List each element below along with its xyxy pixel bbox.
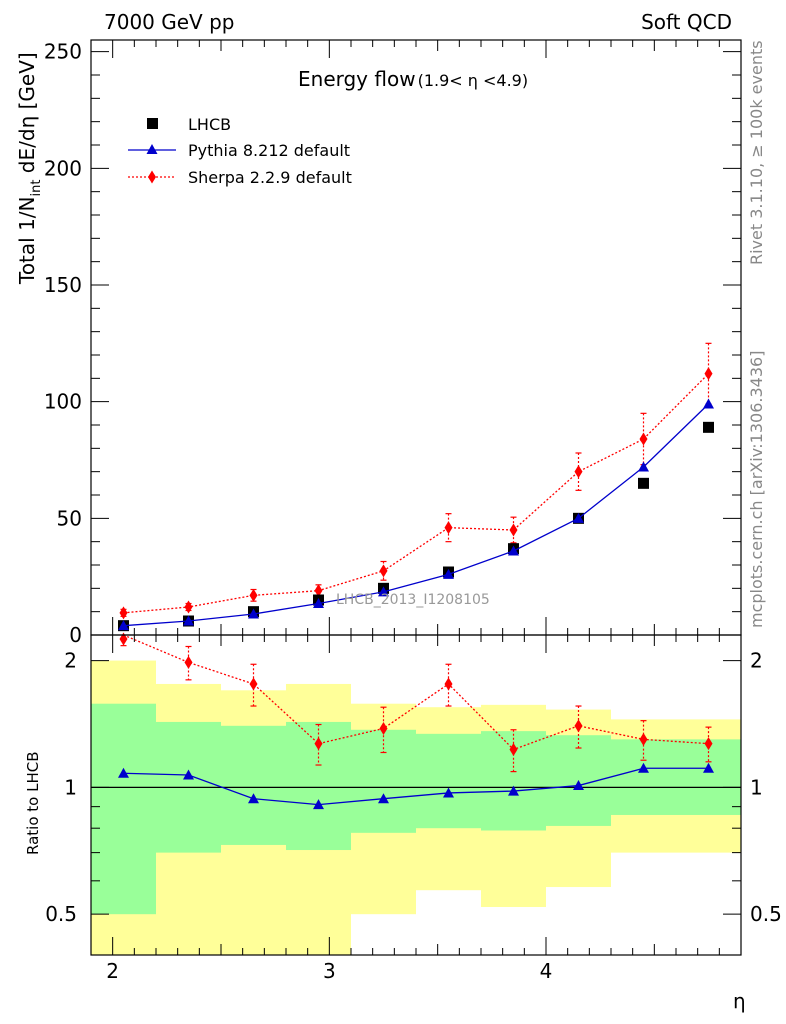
sherpa-point bbox=[639, 432, 648, 446]
ratio-y-tick-label: 1 bbox=[64, 775, 77, 799]
pythia-point bbox=[313, 598, 324, 608]
main-y-tick-label: 50 bbox=[57, 506, 82, 530]
ratio-sherpa-line bbox=[123, 634, 709, 751]
ratio-sherpa-point bbox=[639, 732, 648, 746]
pythia-point bbox=[573, 512, 584, 523]
band-inner bbox=[611, 739, 676, 815]
ratio-pythia-point bbox=[378, 793, 389, 804]
lhcb-point bbox=[703, 421, 714, 433]
ratio-xlabel: η bbox=[733, 989, 746, 1013]
ratio-marks bbox=[91, 632, 741, 810]
ratio-pythia-line bbox=[123, 767, 709, 806]
chart-title-main: Energy flow bbox=[298, 67, 416, 91]
ratio-sherpa-point bbox=[184, 655, 193, 669]
sherpa-point bbox=[509, 523, 518, 537]
pythia-point bbox=[508, 545, 519, 556]
main-ylabel-sub: int bbox=[29, 180, 44, 197]
pythia-point bbox=[118, 620, 129, 631]
sherpa-point bbox=[444, 521, 453, 535]
x-tick-label: 3 bbox=[323, 959, 336, 983]
mcplots-label: mcplots.cern.ch [arXiv:1306.3436] bbox=[747, 351, 766, 628]
band-inner bbox=[351, 729, 416, 833]
band-inner bbox=[221, 725, 286, 845]
ratio-y-tick-label-right: 0.5 bbox=[750, 902, 782, 926]
band-inner bbox=[676, 739, 741, 815]
pythia-line bbox=[123, 403, 709, 627]
pythia-point bbox=[443, 568, 454, 579]
pythia-point bbox=[183, 615, 194, 626]
sherpa-point bbox=[379, 564, 388, 578]
ratio-sherpa-point bbox=[379, 721, 388, 735]
sherpa-point bbox=[249, 588, 258, 602]
ratio-pythia-point bbox=[703, 762, 714, 773]
ratio-y-tick-label: 0.5 bbox=[45, 902, 77, 926]
axes: 2 3 4 0 50 100 150 200 250 0.5 0.5 1 1 2 2 bbox=[44, 39, 782, 983]
main-y-tick-label: 100 bbox=[44, 390, 82, 414]
main-ylabel: Total 1/Nint dE/dη [GeV] bbox=[15, 52, 44, 285]
ratio-y-tick-label: 2 bbox=[64, 649, 77, 673]
legend: LHCB Pythia 8.212 default Sherpa 2.2.9 d… bbox=[128, 115, 352, 187]
legend-lhcb-label: LHCB bbox=[188, 115, 231, 134]
ratio-sherpa-point bbox=[444, 677, 453, 691]
legend-pythia-label: Pythia 8.212 default bbox=[188, 141, 350, 160]
band-inner bbox=[91, 703, 156, 915]
legend-sherpa-label: Sherpa 2.2.9 default bbox=[188, 168, 352, 187]
main-ylabel-main: Total 1/N bbox=[15, 197, 39, 286]
ratio-sherpa-point bbox=[704, 737, 713, 751]
ratio-sherpa-point bbox=[509, 743, 518, 757]
ratio-y-tick-label-right: 1 bbox=[750, 775, 763, 799]
pythia-point bbox=[248, 608, 259, 619]
legend-lhcb-marker bbox=[147, 118, 158, 129]
sherpa-point bbox=[574, 465, 583, 479]
main-marks bbox=[118, 342, 714, 632]
main-ylabel-tail: dE/dη [GeV] bbox=[15, 52, 39, 179]
ratio-sherpa-point bbox=[249, 677, 258, 691]
sherpa-point bbox=[184, 600, 193, 614]
main-y-tick-label: 150 bbox=[44, 273, 82, 297]
ratio-pythia-point bbox=[183, 769, 194, 780]
main-y-tick-label: 200 bbox=[44, 156, 82, 180]
ratio-pythia-point bbox=[638, 762, 649, 773]
legend-sherpa-marker bbox=[148, 170, 156, 184]
header-right: Soft QCD bbox=[641, 10, 732, 34]
ratio-sherpa-point bbox=[574, 719, 583, 733]
sherpa-point bbox=[119, 606, 128, 620]
ratio-pythia-point bbox=[443, 787, 454, 798]
main-y-tick-label: 250 bbox=[44, 40, 82, 64]
ratio-y-tick-label-right: 2 bbox=[750, 649, 763, 673]
pythia-point bbox=[703, 398, 714, 409]
sherpa-line bbox=[123, 373, 709, 614]
ratio-pythia-point bbox=[248, 793, 259, 804]
band-inner bbox=[416, 733, 481, 829]
x-tick-label: 2 bbox=[106, 959, 119, 983]
rivet-label: Rivet 3.1.10, ≥ 100k events bbox=[747, 40, 766, 265]
pythia-point bbox=[638, 461, 649, 472]
analysis-watermark: LHCB_2013_I1208105 bbox=[336, 592, 490, 608]
ratio-pythia-point bbox=[508, 785, 519, 796]
chart-title: Energy flow (1.9< η <4.9) bbox=[298, 67, 528, 91]
ratio-pythia-point bbox=[573, 780, 584, 791]
ratio-bands bbox=[91, 660, 741, 955]
lhcb-point bbox=[638, 477, 649, 489]
sherpa-point bbox=[314, 584, 323, 598]
legend-pythia-marker bbox=[146, 144, 158, 154]
header-left: 7000 GeV pp bbox=[104, 10, 235, 34]
sherpa-point bbox=[704, 367, 713, 381]
ratio-ylabel: Ratio to LHCB bbox=[24, 751, 42, 855]
ratio-sherpa-point bbox=[119, 632, 128, 646]
ratio-pythia-point bbox=[313, 799, 324, 810]
ratio-sherpa-point bbox=[314, 737, 323, 751]
chart-title-sub: (1.9< η <4.9) bbox=[418, 71, 529, 90]
pythia-point bbox=[378, 586, 389, 597]
main-y-tick-label: 0 bbox=[69, 623, 82, 647]
x-tick-label: 4 bbox=[540, 959, 553, 983]
ratio-pythia-point bbox=[118, 767, 129, 778]
